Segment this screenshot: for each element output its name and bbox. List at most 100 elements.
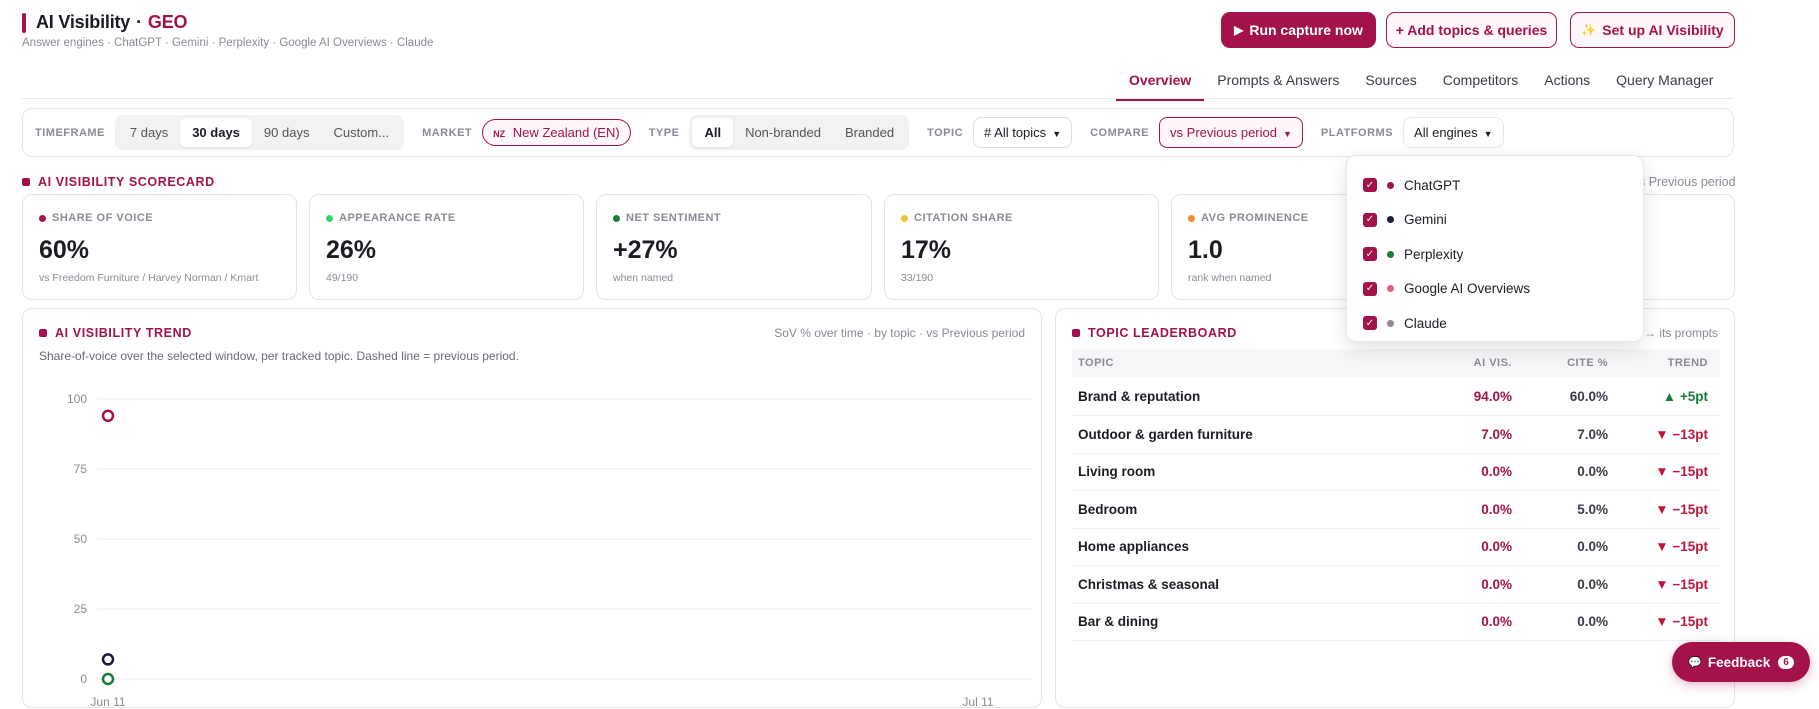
timeframe-custom[interactable]: Custom... — [333, 125, 390, 140]
setup-ai-visibility-button[interactable]: ✨ Set up AI Visibility — [1570, 12, 1735, 48]
add-topics-button[interactable]: + Add topics & queries — [1386, 12, 1557, 48]
title-accent: GEO — [147, 12, 188, 32]
table-row[interactable]: Outdoor & garden furniture 7.0% 7.0% ▼ −13p… — [1072, 416, 1720, 454]
tab-query-manager[interactable]: Query Manager — [1616, 72, 1714, 88]
timeframe-segmented: 7 days 30 days 90 days Custom... — [114, 115, 405, 150]
checkbox-checked-icon[interactable]: ✓ — [1363, 316, 1377, 331]
compare-dropdown[interactable]: vs Previous period ▼ — [1159, 117, 1303, 148]
leaderboard-header: TOPIC AI VIS. CITE % TREND — [1072, 349, 1720, 377]
col-cite[interactable]: CITE % — [1567, 357, 1608, 369]
trend-cell: ▲ +5pt — [1662, 389, 1708, 404]
col-trend[interactable]: TREND — [1667, 357, 1708, 369]
leaderboard-note[interactable]: → its prompts — [1643, 326, 1718, 340]
trend-note: SoV % over time · by topic · vs Previous… — [774, 326, 1025, 340]
col-ai-vis[interactable]: AI VIS. — [1473, 357, 1512, 369]
kpi-sub: 49/190 — [326, 272, 359, 284]
cite-cell: 5.0% — [1577, 501, 1608, 517]
setup-label: Set up AI Visibility — [1602, 22, 1724, 38]
table-row[interactable]: Christmas & seasonal 0.0% 0.0% ▼ −15pt — [1072, 566, 1720, 604]
table-row[interactable]: Bar & dining 0.0% 0.0% ▼ −15pt — [1072, 603, 1720, 641]
topic-value: # All topics — [984, 125, 1047, 140]
trend-cell: ▼ −15pt — [1655, 539, 1708, 554]
feedback-button[interactable]: 💬 Feedback 6 — [1672, 642, 1810, 682]
leaderboard-label: TOPIC LEADERBOARD — [1088, 326, 1237, 340]
ai-vis-cell: 0.0% — [1481, 501, 1512, 517]
tab-prompts-answers[interactable]: Prompts & Answers — [1217, 72, 1340, 88]
tab-competitors[interactable]: Competitors — [1442, 72, 1519, 88]
timeframe-7-days[interactable]: 7 days — [129, 125, 169, 140]
type-all[interactable]: All — [692, 118, 734, 147]
platform-label: ChatGPT — [1404, 177, 1461, 193]
market-select[interactable]: NZ New Zealand (EN) — [482, 119, 631, 146]
trend-heading: AI VISIBILITY TREND — [39, 326, 192, 340]
market-label: MARKET — [422, 126, 473, 139]
kpi-value: 26% — [326, 236, 377, 264]
checkbox-checked-icon[interactable]: ✓ — [1363, 281, 1377, 296]
kpi-title: NET SENTIMENT — [613, 212, 721, 224]
timeframe-label: TIMEFRAME — [35, 126, 105, 139]
platform-option-claude[interactable]: ✓ Claude — [1347, 306, 1643, 341]
run-capture-button[interactable]: ▶ Run capture now — [1221, 12, 1376, 48]
trend-cell: ▼ −13pt — [1655, 426, 1708, 442]
platform-option-chatgpt[interactable]: ✓ ChatGPT — [1347, 168, 1643, 203]
scorecard-label: AI VISIBILITY SCORECARD — [38, 175, 215, 189]
feedback-count-badge: 6 — [1778, 655, 1794, 669]
kpi-dot — [901, 214, 908, 222]
kpi-sub: rank when named — [1188, 272, 1272, 284]
platform-option-google-ai-overviews[interactable]: ✓ Google AI Overviews — [1347, 272, 1643, 307]
checkbox-checked-icon[interactable]: ✓ — [1363, 247, 1377, 262]
platforms-menu: ✓ ChatGPT ✓ Gemini ✓ Perplexity ✓ Google AI … — [1346, 155, 1644, 342]
data-point[interactable] — [101, 409, 115, 423]
type-non-branded[interactable]: Non-branded — [745, 125, 821, 140]
kpi-title-text: APPEARANCE RATE — [339, 212, 456, 224]
page-title: AI Visibility · GEO — [22, 12, 188, 33]
chevron-down-icon: ▼ — [1052, 129, 1062, 139]
kpi-dot — [326, 214, 333, 222]
kpi-sub: 33/190 — [901, 272, 934, 284]
kpi-sub: when named — [613, 272, 674, 284]
kpi-title: AVG PROMINENCE — [1188, 212, 1309, 224]
platforms-value: All engines — [1414, 125, 1478, 140]
kpi-appearance-rate: APPEARANCE RATE 26% 49/190 — [309, 194, 584, 300]
platform-option-gemini[interactable]: ✓ Gemini — [1347, 203, 1643, 238]
kpi-dot — [1188, 214, 1195, 222]
table-row[interactable]: Bedroom 0.0% 5.0% ▼ −15pt — [1072, 491, 1720, 529]
timeframe-30-days[interactable]: 30 days — [180, 118, 252, 147]
checkbox-checked-icon[interactable]: ✓ — [1363, 212, 1377, 227]
topic-cell: Living room — [1078, 464, 1156, 479]
table-row[interactable]: Home appliances 0.0% 0.0% ▼ −15pt — [1072, 528, 1720, 566]
section-marker — [1072, 329, 1080, 337]
tab-sources[interactable]: Sources — [1365, 72, 1417, 88]
platform-dot — [1387, 250, 1394, 258]
ai-vis-cell: 0.0% — [1481, 614, 1512, 629]
y-tick-label: 25 — [74, 602, 88, 616]
platform-option-perplexity[interactable]: ✓ Perplexity — [1347, 237, 1643, 272]
cite-cell: 0.0% — [1577, 576, 1608, 592]
checkbox-checked-icon[interactable]: ✓ — [1363, 178, 1377, 193]
trend-subtitle: Share-of-voice over the selected window,… — [39, 349, 519, 363]
data-point[interactable] — [101, 672, 115, 686]
platforms-dropdown[interactable]: All engines ▼ — [1403, 117, 1504, 148]
play-icon: ▶ — [1234, 23, 1244, 37]
table-row[interactable]: Brand & reputation 94.0% 60.0% ▲ +5pt — [1072, 378, 1720, 416]
platforms-label: PLATFORMS — [1320, 126, 1394, 139]
type-branded[interactable]: Branded — [844, 125, 895, 140]
kpi-title: SHARE OF VOICE — [39, 212, 153, 224]
timeframe-90-days[interactable]: 90 days — [263, 125, 310, 140]
topic-dropdown[interactable]: # All topics ▼ — [973, 117, 1073, 148]
nz-flag-icon: NZ — [493, 129, 506, 139]
market-value: New Zealand (EN) — [512, 125, 620, 140]
col-topic[interactable]: TOPIC — [1078, 357, 1114, 369]
kpi-value: 17% — [901, 236, 952, 264]
tabs-divider — [22, 98, 1734, 99]
title-text: AI Visibility — [36, 12, 131, 32]
table-row[interactable]: Living room 0.0% 0.0% ▼ −15pt — [1072, 453, 1720, 491]
chat-bubble-icon: 💬 — [1688, 656, 1702, 669]
tab-actions[interactable]: Actions — [1544, 72, 1591, 88]
data-point[interactable] — [101, 653, 115, 666]
x-tick-label: Jul 11 — [962, 695, 993, 709]
tab-overview[interactable]: Overview — [1116, 62, 1205, 101]
page-subtitle: Answer engines · ChatGPT · Gemini · Perp… — [22, 37, 434, 49]
cite-cell: 7.0% — [1577, 426, 1608, 442]
ai-vis-cell: 0.0% — [1481, 464, 1512, 479]
